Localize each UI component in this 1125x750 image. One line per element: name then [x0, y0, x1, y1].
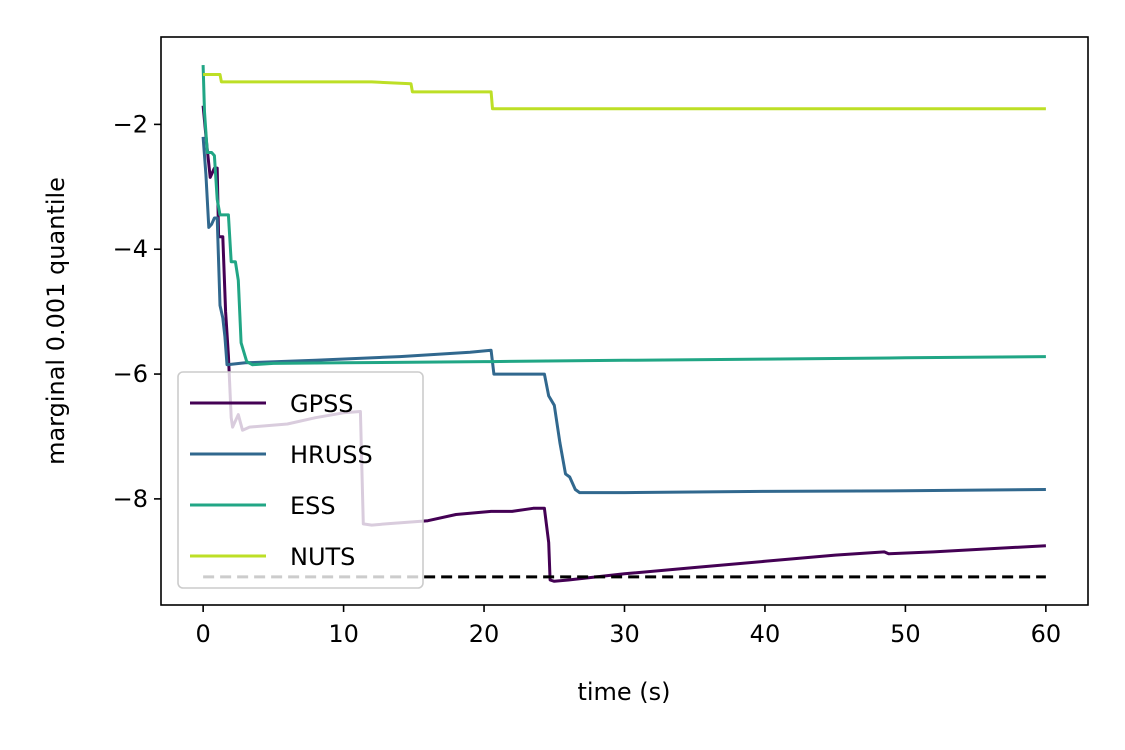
x-tick-label: 60	[1031, 620, 1062, 648]
legend-label-gpss: GPSS	[290, 390, 354, 418]
y-tick-label: −6	[113, 360, 148, 388]
x-tick-label: 0	[195, 620, 210, 648]
x-axis-label: time (s)	[577, 678, 670, 706]
legend-label-ess: ESS	[290, 492, 336, 520]
y-axis-label: marginal 0.001 quantile	[42, 177, 70, 465]
x-tick-label: 30	[609, 620, 640, 648]
x-tick-label: 10	[328, 620, 359, 648]
series-line-hruss	[201, 136, 1046, 495]
y-axis-ticks: −2 −4 −6 −8	[113, 110, 161, 513]
x-tick-label: 50	[890, 620, 921, 648]
y-tick-label: −8	[113, 485, 148, 513]
legend: GPSS HRUSS ESS NUTS	[177, 371, 424, 589]
x-tick-label: 20	[469, 620, 500, 648]
y-tick-label: −2	[113, 110, 148, 138]
series-line-nuts	[203, 73, 1046, 111]
legend-label-hruss: HRUSS	[290, 441, 373, 469]
legend-label-nuts: NUTS	[290, 543, 355, 571]
x-axis-ticks: 0 10 20 30 40 50 60	[195, 605, 1061, 648]
series-line-ess	[201, 65, 1046, 367]
x-tick-label: 40	[750, 620, 781, 648]
legend-box	[177, 371, 424, 589]
y-tick-label: −4	[113, 235, 148, 263]
